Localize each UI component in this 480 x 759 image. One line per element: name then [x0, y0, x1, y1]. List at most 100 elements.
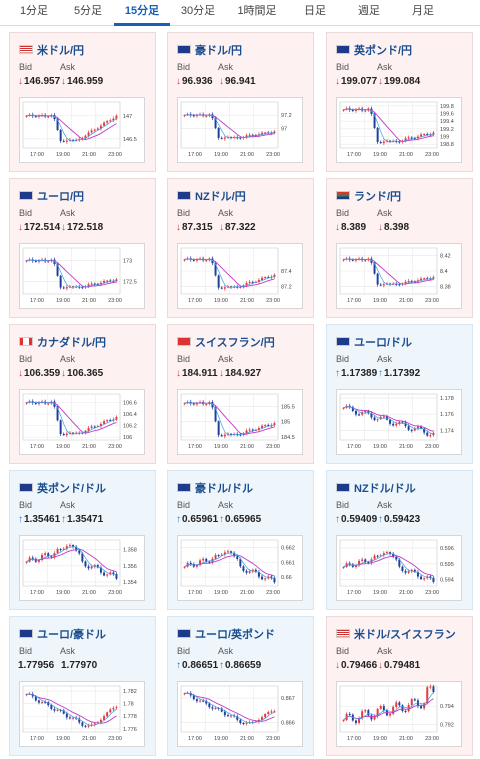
y-tick-label: 0.595: [440, 562, 454, 568]
rate-card[interactable]: 英ポンド/円 Bid Ask ↓199.077 ↓199.084 199.8 199.6 19…: [326, 32, 473, 172]
mini-candlestick-chart[interactable]: 8.42 8.4 8.38 17:00 19:00 21:00 23:00: [336, 243, 462, 309]
pair-title[interactable]: 豪ドル/円: [195, 45, 243, 57]
moving-average-line-short: [184, 114, 275, 139]
pair-title[interactable]: 米ドル/スイスフラン: [354, 629, 456, 641]
mini-candlestick-chart[interactable]: 0.867 0.866 17:00 19:00 21:00 23:00: [177, 681, 303, 747]
rate-card[interactable]: 豪ドル/ドル Bid Ask ↑0.65961 ↑0.65965 0.662 0.661 0.…: [167, 470, 314, 610]
mini-candlestick-chart[interactable]: 0.794 0.792 17:00 19:00 21:00 23:00: [336, 681, 462, 747]
candle-body: [93, 723, 96, 725]
rate-card[interactable]: ユーロ/英ポンド Bid Ask ↑0.86651 ↑0.86659 0.867 0.866…: [167, 616, 314, 756]
rate-card[interactable]: ユーロ/円 Bid Ask ↓172.514 ↓172.518 173 172.5 17:00…: [9, 178, 156, 318]
rate-card[interactable]: 豪ドル/円 Bid Ask ↓96.936 ↓96.941 97.2 97 17:00 19:0…: [167, 32, 314, 172]
pair-title[interactable]: 英ポンド/ドル: [37, 483, 107, 495]
rate-card[interactable]: ユーロ/豪ドル Bid Ask 1.77956 1.77970 1.782 1.78 1.77…: [9, 616, 156, 756]
y-tick-label: 172.5: [123, 279, 137, 285]
pair-title[interactable]: 豪ドル/ドル: [195, 483, 254, 495]
rate-card[interactable]: ランド/円 Bid Ask ↓8.389 ↓8.398 8.42 8.4 8.38 17:00 1…: [326, 178, 473, 318]
candle-body: [348, 713, 351, 715]
tab-4[interactable]: 30分足: [180, 5, 216, 17]
trend-down-icon: ↓: [18, 76, 23, 87]
candle-body: [373, 716, 376, 720]
rate-card[interactable]: 米ドル/スイスフラン Bid Ask ↓0.79466 ↓0.79481 0.794 0.7…: [326, 616, 473, 756]
candle-body: [245, 135, 248, 137]
trend-down-icon: ↓: [61, 76, 66, 87]
flag-fill: [20, 484, 32, 491]
rate-card[interactable]: 米ドル/円 Bid Ask ↓146.957 ↓146.959 147 146.5 17:00…: [9, 32, 156, 172]
rate-card[interactable]: NZドル/円 Bid Ask ↓87.315 ↓87.322 87.4 87.2 17:00 1…: [167, 178, 314, 318]
candle-body: [398, 559, 401, 567]
chart-svg: 1.782 1.78 1.778 1.776 17:00 19:00 21:00 23:00: [22, 685, 137, 742]
mini-candlestick-chart[interactable]: 173 172.5 17:00 19:00 21:00 23:00: [19, 243, 145, 309]
mini-candlestick-chart[interactable]: 97.2 97 17:00 19:00 21:00 23:00: [177, 97, 303, 163]
mini-candlestick-chart[interactable]: 147 146.5 17:00 19:00 21:00 23:00: [19, 97, 145, 163]
x-tick-label: 17:00: [347, 298, 361, 304]
pair-title[interactable]: ランド/円: [354, 191, 402, 203]
pair-title[interactable]: スイスフラン/円: [195, 337, 275, 349]
pair-title[interactable]: ユーロ/ドル: [354, 337, 413, 349]
pair-title[interactable]: ユーロ/円: [37, 191, 85, 203]
y-tick-label: 199: [440, 135, 449, 141]
mini-candlestick-chart[interactable]: 87.4 87.2 17:00 19:00 21:00 23:00: [177, 243, 303, 309]
tab-2[interactable]: 5分足: [73, 5, 103, 17]
candle-body: [93, 426, 96, 428]
candle-body: [379, 706, 382, 709]
x-tick-label: 17:00: [347, 590, 361, 596]
pair-title[interactable]: 英ポンド/円: [354, 45, 413, 57]
candle-body: [50, 556, 53, 558]
ask-label: Ask: [60, 500, 76, 510]
bid-label: Bid: [177, 500, 191, 510]
mini-candlestick-chart[interactable]: 1.358 1.356 1.354 17:00 19:00 21:00 23:00: [19, 535, 145, 601]
trend-up-icon: ↑: [18, 514, 23, 525]
mini-candlestick-chart[interactable]: 0.662 0.661 0.66 17:00 19:00 21:00 23:00: [177, 535, 303, 601]
candle-body: [183, 115, 186, 117]
trend-down-icon: ↓: [18, 368, 23, 379]
rate-card[interactable]: 英ポンド/ドル Bid Ask ↑1.35461 ↑1.35471 1.358 1.356 1…: [9, 470, 156, 610]
flag-fill: [178, 630, 190, 637]
rate-card[interactable]: NZドル/ドル Bid Ask ↑0.59409 ↑0.59423 0.596 0.595 0…: [326, 470, 473, 610]
tab-8[interactable]: 月足: [412, 5, 434, 17]
pair-title[interactable]: カナダドル/円: [37, 337, 107, 349]
mini-candlestick-chart[interactable]: 1.178 1.176 1.174 17:00 19:00 21:00 23:00: [336, 389, 462, 455]
rate-card[interactable]: スイスフラン/円 Bid Ask ↓184.911 ↓184.927 185.5 185 18…: [167, 324, 314, 464]
mini-candlestick-chart[interactable]: 199.8 199.6 199.4 199.2 199 198.8 17:00 19:00 21…: [336, 97, 462, 163]
x-tick-label: 21:00: [399, 298, 413, 304]
tab-6[interactable]: 日足: [304, 5, 326, 17]
tab-3[interactable]: 15分足: [114, 0, 170, 26]
chart-svg: 0.662 0.661 0.66 17:00 19:00 21:00 23:00: [180, 539, 295, 596]
flag-fill: [20, 46, 32, 53]
chart-svg: 87.4 87.2 17:00 19:00 21:00 23:00: [180, 247, 292, 304]
candle-body: [230, 551, 233, 553]
candle-body: [59, 709, 62, 711]
x-tick-label: 23:00: [266, 590, 280, 596]
candle-body: [239, 434, 242, 436]
candle-body: [413, 281, 416, 283]
y-tick-label: 106.6: [123, 401, 137, 407]
pair-title[interactable]: 米ドル/円: [37, 45, 85, 57]
rate-card[interactable]: ユーロ/ドル Bid Ask ↑1.17389 ↑1.17392 1.178 1.176 1.…: [326, 324, 473, 464]
x-tick-label: 23:00: [425, 298, 439, 304]
tab-5[interactable]: 1時間足: [237, 5, 277, 17]
tab-1[interactable]: 1分足: [19, 5, 49, 17]
mini-candlestick-chart[interactable]: 185.5 185 184.5 17:00 19:00 21:00 23:00: [177, 389, 303, 455]
candle-body: [264, 132, 267, 134]
candle-body: [429, 576, 432, 578]
rate-card[interactable]: カナダドル/円 Bid Ask ↓106.359 ↓106.365 106.6 106.4 1…: [9, 324, 156, 464]
candle-body: [84, 135, 87, 139]
ask-value: ↓199.084: [378, 76, 420, 87]
candle-body: [351, 406, 354, 411]
y-tick-label: 0.662: [281, 545, 295, 551]
mini-candlestick-chart[interactable]: 0.596 0.595 0.594 17:00 19:00 21:00 23:00: [336, 535, 462, 601]
mini-candlestick-chart[interactable]: 106.6 106.4 106.2 106 17:00 19:00 21:00 23:00: [19, 389, 145, 455]
mini-candlestick-chart[interactable]: 1.782 1.78 1.778 1.776 17:00 19:00 21:00 23:00: [19, 681, 145, 747]
pair-title[interactable]: NZドル/ドル: [354, 483, 416, 495]
bid-value: ↓184.911: [176, 368, 218, 379]
candle-body: [354, 720, 357, 723]
y-tick-label: 146.5: [123, 137, 137, 143]
pair-title[interactable]: ユーロ/英ポンド: [195, 629, 276, 641]
candle-body: [65, 140, 68, 142]
tab-7[interactable]: 週足: [358, 5, 380, 17]
candle-body: [264, 578, 267, 580]
pair-title[interactable]: NZドル/円: [195, 191, 246, 203]
ask-value: ↓8.398: [378, 222, 409, 233]
pair-title[interactable]: ユーロ/豪ドル: [37, 629, 107, 641]
